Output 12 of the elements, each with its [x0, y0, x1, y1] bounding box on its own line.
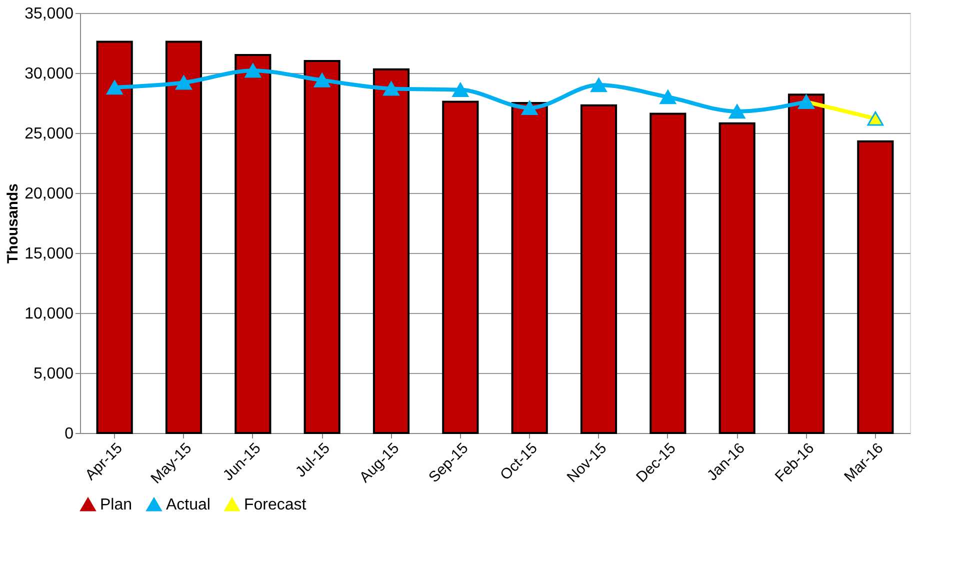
- legend-label: Plan: [100, 496, 132, 514]
- legend-label: Forecast: [244, 496, 307, 514]
- y-tick-label: 5,000: [33, 366, 74, 382]
- y-tick-label: 20,000: [24, 186, 74, 202]
- y-axis-title: Thousands: [4, 183, 22, 264]
- y-tick-label: 30,000: [24, 66, 74, 82]
- y-tick-label: 10,000: [24, 306, 74, 322]
- y-tick-label: 15,000: [24, 246, 74, 262]
- y-tick-label: 35,000: [24, 6, 74, 22]
- y-tick-label: 0: [64, 426, 74, 442]
- y-tick-label: 25,000: [24, 126, 74, 142]
- legend-label: Actual: [166, 496, 210, 514]
